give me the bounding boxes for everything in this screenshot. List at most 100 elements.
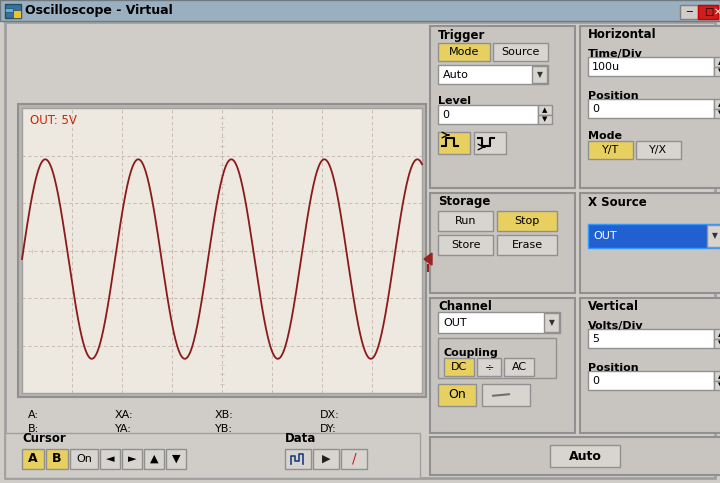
Text: ▼: ▼	[542, 116, 548, 122]
Bar	[341, 449, 367, 469]
Text: ▲: ▲	[719, 331, 720, 337]
Bar	[438, 384, 476, 406]
Text: Auto: Auto	[569, 450, 601, 463]
Text: ▼: ▼	[172, 454, 180, 464]
Text: Vertical: Vertical	[588, 300, 639, 313]
Text: 0: 0	[442, 110, 449, 119]
Bar	[538, 114, 552, 124]
Bar	[544, 313, 559, 332]
Bar	[580, 26, 720, 188]
Text: 5: 5	[592, 333, 599, 343]
Text: ◄: ◄	[106, 454, 114, 464]
Text: ▼: ▼	[719, 340, 720, 346]
Text: A: A	[28, 453, 38, 466]
Text: YB:: YB:	[215, 424, 233, 434]
Bar	[550, 445, 620, 467]
Text: Y/T: Y/T	[602, 145, 619, 155]
Bar	[438, 105, 538, 124]
Text: Run: Run	[455, 216, 476, 226]
Bar	[588, 224, 720, 248]
Text: Time/Div: Time/Div	[588, 49, 643, 59]
Text: On: On	[448, 388, 466, 401]
Bar	[493, 43, 548, 61]
Bar	[532, 66, 547, 83]
Bar	[714, 371, 720, 381]
Text: DX:: DX:	[320, 410, 340, 420]
Bar	[70, 449, 98, 469]
Bar	[13, 10, 21, 18]
Text: YA:: YA:	[115, 424, 132, 434]
Text: ▼: ▼	[719, 382, 720, 388]
Bar	[22, 108, 422, 393]
Text: Mode: Mode	[449, 47, 480, 57]
Text: OUT: OUT	[443, 317, 467, 327]
Text: ▼: ▼	[712, 231, 718, 241]
Bar	[714, 57, 720, 67]
Text: ▲: ▲	[150, 454, 158, 464]
Text: 100u: 100u	[592, 61, 620, 71]
Bar	[430, 298, 575, 433]
Bar	[714, 329, 720, 339]
Bar	[588, 99, 714, 118]
Bar	[714, 109, 720, 118]
Bar	[714, 381, 720, 390]
Text: ─: ─	[686, 7, 692, 17]
Text: Volts/Div: Volts/Div	[588, 321, 644, 331]
Text: Position: Position	[588, 91, 639, 101]
Text: OUT: OUT	[593, 231, 616, 241]
Text: ▼: ▼	[719, 110, 720, 116]
Text: Horizontal: Horizontal	[588, 28, 657, 42]
Text: Storage: Storage	[438, 196, 490, 209]
Text: Cursor: Cursor	[22, 432, 66, 445]
Text: Erase: Erase	[511, 240, 543, 250]
Text: Store: Store	[451, 240, 480, 250]
Bar	[166, 449, 186, 469]
Text: On: On	[76, 454, 92, 464]
Text: ▼: ▼	[719, 68, 720, 74]
Text: Trigger: Trigger	[438, 28, 485, 42]
Bar	[22, 449, 44, 469]
Text: /: /	[351, 452, 356, 466]
Bar	[46, 449, 68, 469]
Text: ▲: ▲	[542, 107, 548, 113]
Bar	[636, 141, 681, 159]
Bar	[5, 4, 21, 18]
Bar	[504, 358, 534, 376]
Bar	[714, 99, 720, 109]
Text: ▶: ▶	[322, 454, 330, 464]
Bar	[5, 433, 420, 478]
Text: B: B	[53, 453, 62, 466]
Text: Mode: Mode	[588, 131, 622, 141]
Text: □: □	[704, 7, 714, 17]
Bar	[482, 384, 530, 406]
Bar	[700, 5, 718, 19]
Text: ▼: ▼	[537, 70, 543, 79]
Bar	[477, 358, 501, 376]
Bar	[0, 0, 720, 21]
Text: DY:: DY:	[320, 424, 337, 434]
Text: Stop: Stop	[514, 216, 539, 226]
Text: Auto: Auto	[443, 70, 469, 80]
Bar	[438, 338, 556, 378]
Bar	[497, 235, 557, 255]
Text: ▲: ▲	[719, 373, 720, 379]
Text: Level: Level	[438, 96, 471, 106]
Bar	[100, 449, 120, 469]
Bar	[588, 371, 714, 390]
Text: B:: B:	[28, 424, 40, 434]
Text: Oscilloscope - Virtual: Oscilloscope - Virtual	[25, 4, 173, 17]
Bar	[313, 449, 339, 469]
Text: OUT: 5V: OUT: 5V	[30, 114, 77, 127]
Bar	[438, 312, 560, 333]
Bar	[588, 57, 714, 76]
Bar	[5, 8, 13, 12]
Text: 0: 0	[592, 375, 599, 385]
Text: ▲: ▲	[719, 101, 720, 107]
Bar	[474, 132, 506, 154]
Bar	[18, 104, 426, 397]
Bar	[438, 65, 548, 84]
Bar	[707, 225, 720, 247]
Bar	[438, 43, 490, 61]
Bar	[588, 141, 633, 159]
Bar	[430, 193, 575, 293]
